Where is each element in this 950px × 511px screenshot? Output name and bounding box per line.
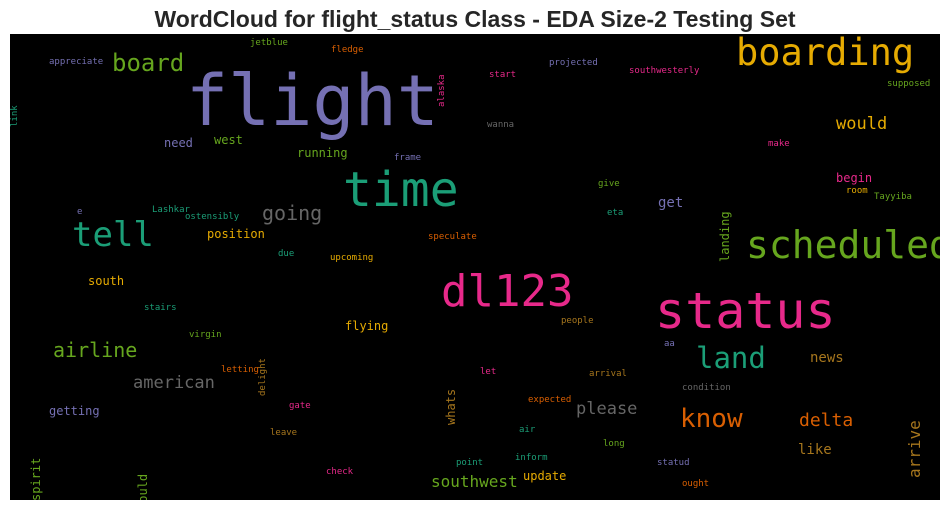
cloud-word: people — [561, 316, 594, 326]
cloud-word: wanna — [487, 120, 515, 130]
cloud-word: jetblue — [250, 38, 288, 48]
cloud-word: arrive — [905, 420, 924, 478]
cloud-word: know — [680, 404, 743, 434]
cloud-word: begin — [836, 171, 873, 185]
cloud-word: ought — [682, 479, 710, 489]
cloud-word: Tayyiba — [874, 192, 912, 202]
cloud-word: expected — [528, 395, 572, 405]
cloud-word: delight — [258, 358, 268, 396]
cloud-word: landing — [718, 211, 732, 262]
cloud-word: letting — [221, 365, 259, 375]
cloud-word: eta — [607, 208, 624, 218]
cloud-word: air — [519, 425, 536, 435]
cloud-word: boarding — [736, 34, 915, 74]
cloud-word: whats — [444, 389, 458, 426]
cloud-word: ostensibly — [185, 212, 240, 222]
cloud-word: statud — [657, 458, 690, 468]
cloud-word: link — [10, 105, 20, 127]
cloud-word: land — [696, 341, 766, 375]
cloud-word: time — [343, 162, 459, 218]
cloud-word: delta — [799, 410, 854, 431]
cloud-word: news — [810, 350, 844, 366]
cloud-word: update — [523, 469, 567, 483]
cloud-word: supposed — [887, 79, 931, 89]
cloud-word: e — [77, 207, 83, 217]
cloud-word: position — [207, 227, 265, 241]
cloud-word: Lashkar — [152, 205, 190, 215]
cloud-word: would — [836, 114, 888, 134]
cloud-word: spirit — [29, 458, 43, 500]
cloud-word: virgin — [189, 330, 222, 340]
cloud-word: condition — [682, 383, 731, 393]
cloud-word: appreciate — [49, 57, 104, 67]
cloud-word: could — [136, 474, 150, 500]
cloud-word: arrival — [589, 369, 627, 379]
cloud-word: southwesterly — [629, 66, 700, 76]
cloud-word: due — [278, 249, 295, 259]
cloud-word: south — [88, 274, 125, 288]
cloud-word: let — [480, 367, 497, 377]
cloud-word: need — [164, 136, 193, 150]
cloud-word: airline — [53, 338, 138, 362]
cloud-word: start — [489, 70, 517, 80]
cloud-word: upcoming — [330, 253, 374, 263]
word-cloud: flight boarding time scheduled status dl123 te… — [10, 34, 940, 500]
cloud-word: tell — [72, 215, 154, 255]
cloud-word: long — [603, 439, 625, 449]
cloud-word: give — [598, 179, 620, 189]
cloud-word: frame — [394, 153, 422, 163]
cloud-word: stairs — [144, 303, 177, 313]
cloud-word: board — [112, 49, 185, 77]
cloud-word: like — [798, 442, 832, 458]
cloud-word: check — [326, 467, 354, 477]
chart-title: WordCloud for flight_status Class - EDA … — [154, 6, 796, 32]
cloud-word: flight — [186, 60, 439, 142]
cloud-word: dl123 — [441, 266, 574, 317]
cloud-word: inform — [515, 453, 548, 463]
cloud-word: going — [262, 201, 323, 225]
cloud-word: west — [214, 133, 243, 147]
cloud-word: scheduled — [746, 223, 940, 267]
cloud-word: status — [655, 282, 836, 340]
cloud-word: make — [768, 139, 790, 149]
cloud-word: aa — [664, 339, 675, 349]
cloud-word: flying — [345, 319, 389, 333]
cloud-word: get — [658, 195, 684, 211]
cloud-word: projected — [549, 58, 598, 68]
cloud-word: running — [297, 146, 348, 160]
cloud-word: alaska — [437, 74, 447, 107]
cloud-word: point — [456, 458, 484, 468]
cloud-word: american — [133, 373, 215, 393]
cloud-word: southwest — [431, 472, 518, 491]
cloud-word: getting — [49, 404, 100, 418]
cloud-word: gate — [289, 401, 311, 411]
cloud-word: leave — [270, 428, 298, 438]
cloud-word: speculate — [428, 232, 477, 242]
cloud-word: room — [846, 186, 868, 196]
cloud-word: please — [576, 399, 638, 419]
cloud-word: fledge — [331, 45, 364, 55]
